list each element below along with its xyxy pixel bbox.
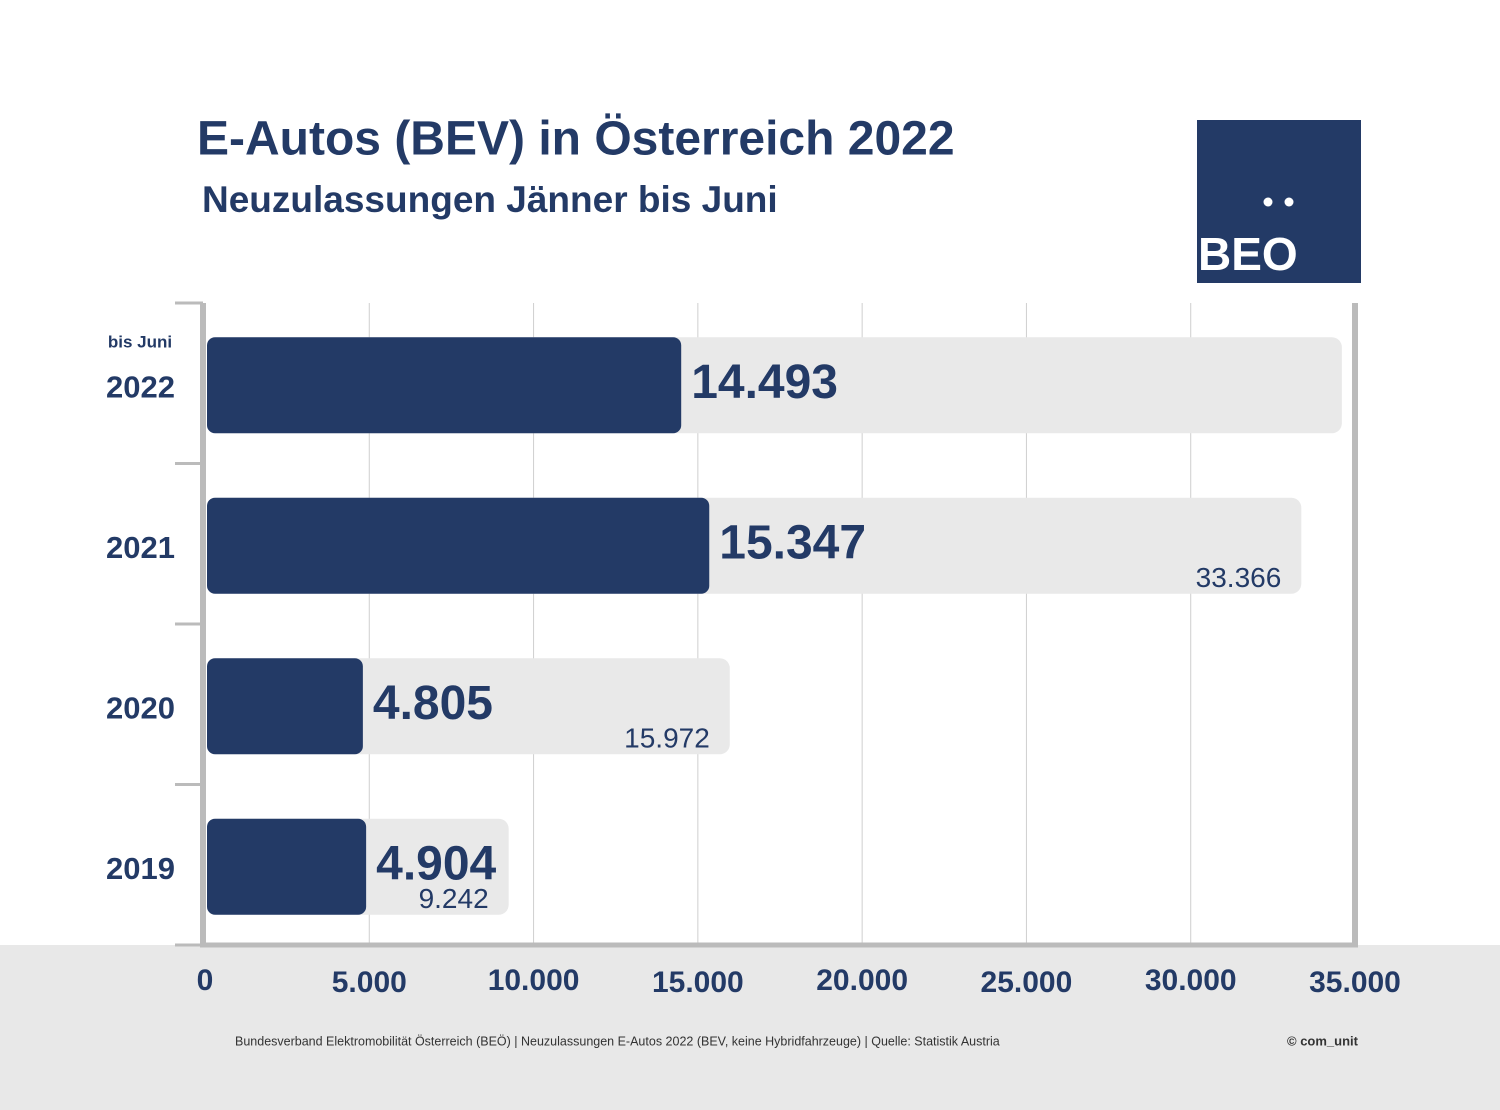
x-tick-label: 10.000 [488, 964, 580, 997]
logo-box [1197, 120, 1361, 283]
value-label: 4.904 [376, 837, 496, 890]
x-tick-label: 5.000 [332, 966, 407, 999]
y-tick-label: 2021 [106, 530, 175, 565]
bar [207, 337, 682, 434]
x-tick-label: 0 [197, 964, 214, 997]
total-label: 15.972 [624, 723, 710, 754]
x-tick-label: 35.000 [1309, 966, 1401, 999]
logo-text: BEO [1198, 228, 1298, 280]
value-label: 4.805 [373, 677, 493, 730]
footer-band [0, 945, 1500, 1110]
x-tick-label: 15.000 [652, 966, 744, 999]
logo-dot [1263, 197, 1273, 207]
y-tick-label: 2022 [106, 369, 175, 404]
chart-title: E-Autos (BEV) in Österreich 2022 [197, 113, 955, 166]
footer-source: Bundesverband Elektromobilität Österreic… [235, 1034, 1000, 1048]
x-tick-label: 25.000 [981, 966, 1073, 999]
value-label: 14.493 [691, 356, 838, 409]
bar [207, 818, 367, 915]
y-tick-label: 2020 [106, 690, 175, 725]
total-label: 33.366 [1196, 562, 1282, 593]
bar [207, 658, 363, 755]
value-label: 15.347 [719, 516, 866, 569]
logo-dot [1284, 197, 1294, 207]
total-label: 9.242 [419, 883, 489, 914]
x-tick-label: 30.000 [1145, 964, 1237, 997]
chart-subtitle: Neuzulassungen Jänner bis Juni [202, 179, 778, 220]
y-tick-label: 2019 [106, 851, 175, 886]
annotation: bis Juni [108, 332, 172, 351]
bar [207, 497, 710, 594]
x-tick-label: 20.000 [816, 964, 908, 997]
footer-credit: © com_unit [1287, 1033, 1359, 1048]
